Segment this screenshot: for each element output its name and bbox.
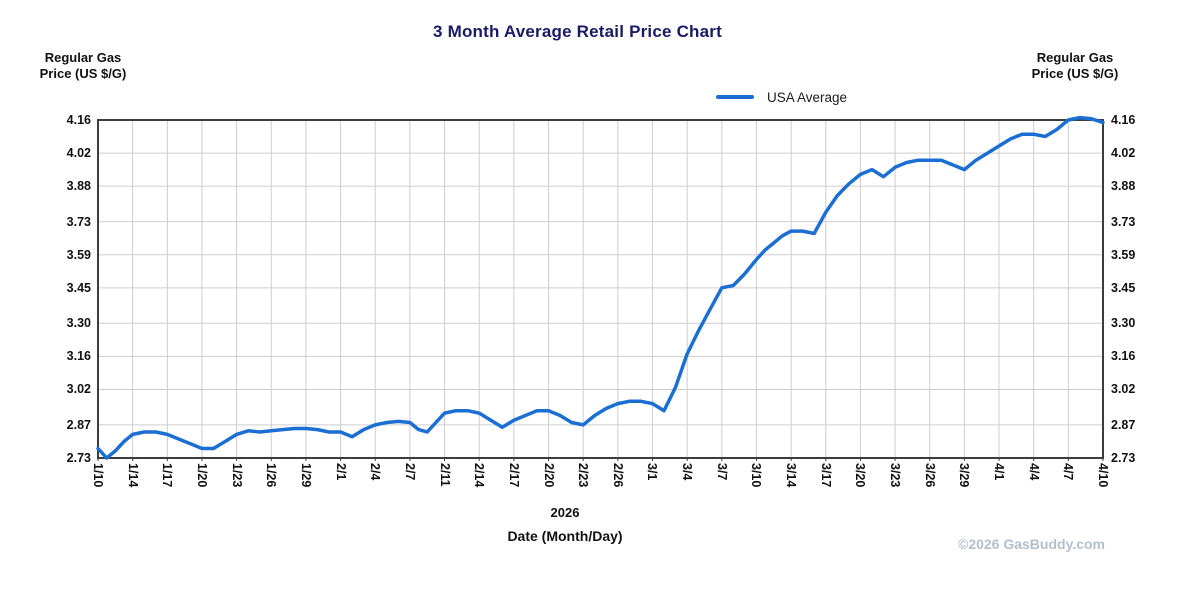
y-axis-label-right-line1: Regular Gas xyxy=(1036,50,1114,65)
x-tick-label: 2/14 xyxy=(472,463,487,488)
y-tick-label-right: 3.59 xyxy=(1111,247,1136,262)
y-tick-label-right: 3.45 xyxy=(1111,280,1136,295)
y-tick-label-right: 3.30 xyxy=(1111,316,1136,331)
y-tick-label-left: 3.45 xyxy=(66,280,91,295)
legend: USA Average xyxy=(716,88,847,106)
x-tick-label: 2/11 xyxy=(437,463,452,487)
y-tick-label-right: 4.16 xyxy=(1111,113,1136,127)
y-tick-label-right: 3.88 xyxy=(1111,179,1136,194)
x-tick-label: 3/14 xyxy=(784,463,799,488)
legend-line-swatch xyxy=(716,95,754,99)
x-tick-label: 4/10 xyxy=(1096,463,1110,488)
x-tick-label: 4/4 xyxy=(1026,463,1041,481)
plot-border xyxy=(97,119,1104,459)
x-tick-label: 2/7 xyxy=(402,463,417,481)
x-tick-label: 3/7 xyxy=(714,463,729,481)
x-tick-label: 1/10 xyxy=(91,463,105,488)
y-tick-label-left: 2.87 xyxy=(66,417,91,432)
y-tick-label-left: 3.02 xyxy=(66,382,91,397)
x-tick-label: 3/23 xyxy=(888,463,903,488)
y-tick-label-right: 2.73 xyxy=(1111,451,1136,465)
chart-title: 3 Month Average Retail Price Chart xyxy=(433,22,722,41)
y-tick-label-left: 3.30 xyxy=(66,316,91,331)
x-tick-label: 2/1 xyxy=(333,463,348,481)
x-tick-label: 3/17 xyxy=(818,463,833,488)
x-tick-label: 1/29 xyxy=(298,463,313,488)
y-tick-label-left: 3.73 xyxy=(66,214,91,229)
x-tick-label: 1/23 xyxy=(229,463,244,488)
y-tick-label-right: 3.16 xyxy=(1111,349,1136,364)
x-tick-label: 3/1 xyxy=(645,463,660,481)
y-axis-label-left-line1: Regular Gas xyxy=(44,50,122,65)
x-tick-label: 2/20 xyxy=(541,463,556,488)
x-axis-title: Date (Month/Day) xyxy=(507,528,623,544)
usa-average-line xyxy=(96,115,1105,460)
y-tick-label-right: 3.73 xyxy=(1111,214,1136,229)
x-tick-label: 3/26 xyxy=(922,463,937,488)
x-tick-label: 1/20 xyxy=(194,463,209,488)
y-tick-label-left: 2.73 xyxy=(66,451,91,465)
x-tick-label: 3/20 xyxy=(853,463,868,488)
x-axis-year-label: 2026 xyxy=(550,505,580,520)
x-tick-label: 1/26 xyxy=(264,463,279,488)
y-tick-label-right: 3.02 xyxy=(1111,382,1136,397)
y-axis-label-right-line2: Price (US $/G) xyxy=(1031,65,1119,81)
x-tick-label: 2/4 xyxy=(368,463,383,481)
y-tick-label-left: 4.16 xyxy=(66,113,91,127)
y-tick-label-left: 4.02 xyxy=(66,146,91,161)
y-axis-label-left: Regular Gas Price (US $/G) xyxy=(8,50,158,82)
x-tick-label: 4/1 xyxy=(992,463,1007,481)
y-tick-label-right: 4.02 xyxy=(1111,146,1136,161)
y-tick-label-right: 2.87 xyxy=(1111,417,1136,432)
x-tick-label: 4/7 xyxy=(1061,463,1076,481)
legend-label: USA Average xyxy=(767,89,848,105)
x-tick-label: 3/29 xyxy=(957,463,972,488)
y-tick-label-left: 3.16 xyxy=(66,349,91,364)
x-tick-label: 2/23 xyxy=(576,463,591,488)
x-tick-label: 2/17 xyxy=(506,463,521,488)
y-tick-label-left: 3.88 xyxy=(66,179,91,194)
copyright-watermark: ©2026 GasBuddy.com xyxy=(958,536,1105,552)
x-tick-label: 3/10 xyxy=(749,463,764,488)
x-tick-label: 2/26 xyxy=(610,463,625,488)
y-tick-label-left: 3.59 xyxy=(66,247,91,262)
y-axis-label-right: Regular Gas Price (US $/G) xyxy=(1002,50,1148,82)
x-tick-label: 1/14 xyxy=(125,463,140,488)
x-tick-label: 1/17 xyxy=(160,463,175,488)
y-axis-label-left-line2: Price (US $/G) xyxy=(39,65,127,81)
x-tick-label: 3/4 xyxy=(680,463,695,481)
